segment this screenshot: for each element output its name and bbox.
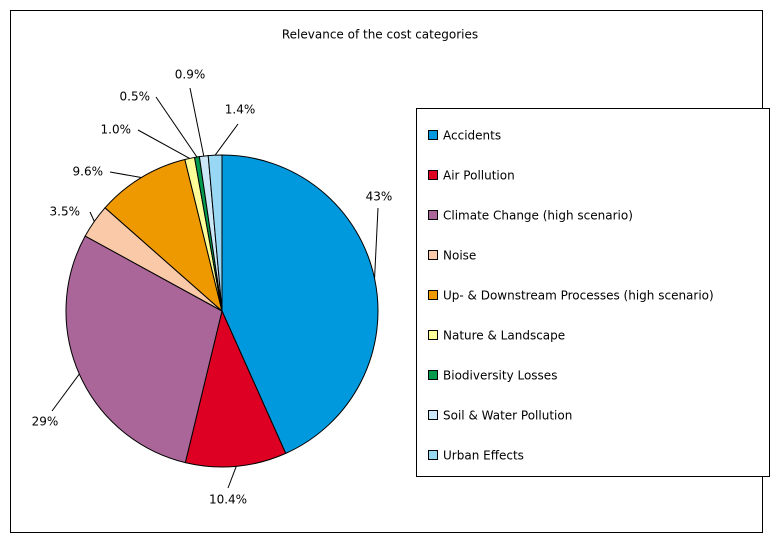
leader-line [214, 123, 239, 156]
leader-line [227, 466, 237, 489]
legend-label: Up- & Downstream Processes (high scenari… [443, 289, 714, 303]
leader-line [189, 87, 205, 157]
leader-line [109, 171, 142, 179]
legend-swatch [428, 290, 438, 300]
data-label: 9.6% [73, 165, 104, 179]
data-label: 43% [366, 190, 393, 204]
legend-swatch [428, 250, 438, 260]
pie-slice [184, 309, 287, 468]
leader-line [374, 207, 379, 279]
legend-label: Climate Change (high scenario) [443, 209, 633, 223]
leader-line [89, 211, 95, 222]
data-label: 1.0% [101, 123, 132, 137]
legend-label: Air Pollution [443, 169, 515, 183]
pie-slice [221, 154, 379, 455]
legend-swatch [428, 210, 438, 220]
data-label: 1.4% [225, 103, 256, 117]
legend-swatch [428, 450, 438, 460]
leader-line [51, 373, 80, 412]
leader-line [137, 129, 190, 159]
chart-title: Relevance of the cost categories [282, 28, 478, 42]
leader-line [155, 96, 198, 158]
legend-swatch [428, 370, 438, 380]
legend-label: Noise [443, 249, 476, 263]
data-label: 0.5% [120, 90, 151, 104]
legend-label: Biodiversity Losses [443, 369, 557, 383]
data-label: 10.4% [209, 493, 247, 507]
legend-label: Soil & Water Pollution [443, 409, 572, 423]
data-label: 29% [32, 415, 59, 429]
legend-label: Urban Effects [443, 449, 524, 463]
pie-slice [207, 154, 223, 312]
data-label: 3.5% [50, 205, 81, 219]
legend-swatch [428, 130, 438, 140]
legend-label: Accidents [443, 129, 501, 143]
data-label: 0.9% [175, 68, 206, 82]
pie-slice [104, 158, 223, 313]
legend-label: Nature & Landscape [443, 329, 565, 343]
legend-swatch [428, 330, 438, 340]
legend-swatch [428, 410, 438, 420]
legend-box [416, 108, 770, 477]
legend-swatch [428, 170, 438, 180]
